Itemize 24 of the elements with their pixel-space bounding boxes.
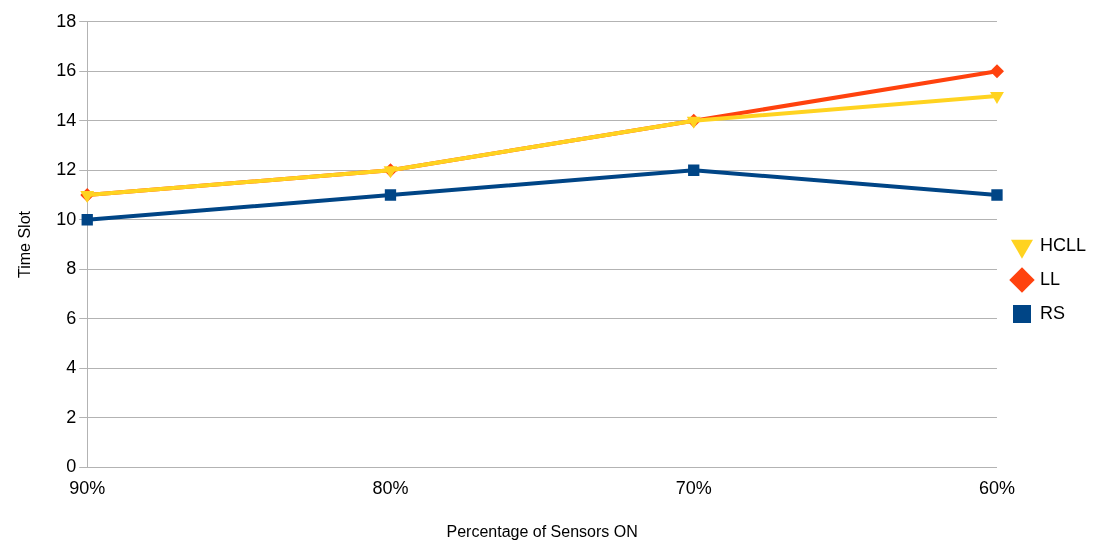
- y-tick-label: 6: [66, 307, 77, 328]
- y-tick-label: 10: [56, 208, 77, 229]
- x-axis-title: Percentage of Sensors ON: [446, 522, 638, 540]
- point: [989, 64, 1004, 79]
- x-tick-label: 80%: [372, 477, 409, 498]
- x-tick-label: 60%: [978, 477, 1015, 498]
- point: [688, 164, 700, 176]
- point: [384, 189, 397, 201]
- legend-label: LL: [1039, 268, 1061, 289]
- x-tick-label: 70%: [675, 477, 712, 498]
- y-tick-label: 18: [56, 10, 77, 31]
- y-tick-label: 2: [66, 406, 77, 427]
- y-tick-label: 8: [66, 258, 77, 279]
- point: [990, 92, 1004, 105]
- y-tick-label: 14: [56, 109, 77, 130]
- legend-label: RS: [1039, 302, 1065, 323]
- y-tick-label: 4: [66, 357, 77, 378]
- y-tick-label: 0: [66, 456, 77, 477]
- y-tick-label: 12: [56, 159, 77, 180]
- point: [991, 189, 1003, 201]
- legend-label: HCLL: [1039, 234, 1087, 255]
- y-axis-title: Time Slot: [16, 210, 34, 278]
- x-tick-label: 90%: [69, 477, 106, 498]
- y-tick-label: 16: [56, 60, 77, 81]
